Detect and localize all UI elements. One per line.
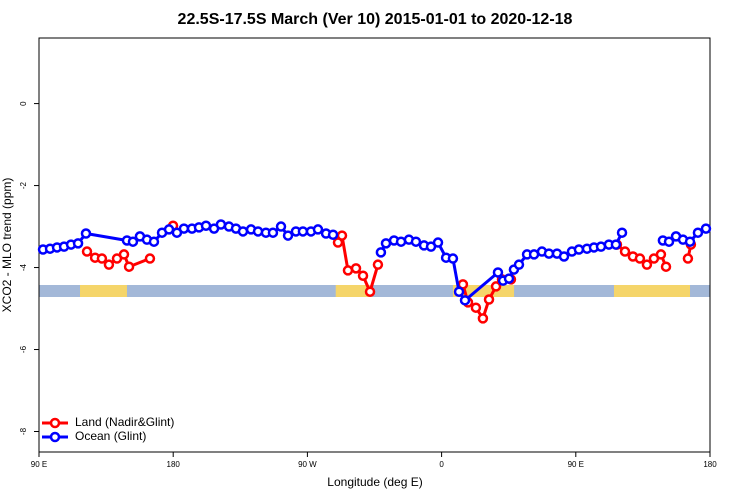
data-point (684, 236, 696, 247)
data-point (312, 224, 324, 235)
data-point (410, 236, 422, 247)
x-tick-label: 90 W (298, 460, 317, 469)
data-point (178, 223, 190, 234)
chart-title: 22.5S-17.5S March (Ver 10) 2015-01-01 to… (178, 11, 573, 28)
data-point (200, 220, 212, 231)
x-tick-label: 90 E (31, 460, 47, 469)
data-point (327, 229, 339, 241)
data-point (215, 219, 227, 230)
data-point (267, 227, 279, 238)
data-point (282, 230, 294, 241)
data-point (336, 230, 348, 241)
data-point (610, 239, 622, 250)
x-axis-label: Longitude (deg E) (327, 475, 422, 489)
y-axis-label: XCO2 - MLO trend (ppm) (0, 178, 14, 313)
data-point (558, 251, 570, 262)
x-tick-label: 90 E (568, 460, 584, 469)
data-point (660, 261, 672, 272)
data-point (543, 248, 555, 259)
data-point (447, 253, 459, 264)
data-point (297, 226, 309, 237)
data-point (490, 281, 502, 292)
data-point (470, 302, 482, 313)
data-point (477, 313, 489, 324)
data-point (357, 270, 369, 281)
land-band (80, 285, 127, 297)
data-point (144, 253, 156, 264)
data-point (641, 259, 653, 270)
legend-swatch-point (49, 431, 61, 443)
data-point (127, 236, 139, 247)
x-tick-label: 180 (167, 460, 181, 469)
data-point (148, 236, 160, 247)
data-point (682, 253, 694, 264)
data-point (72, 238, 84, 249)
data-point (503, 273, 515, 284)
data-point (118, 249, 130, 260)
data-point (372, 259, 384, 270)
data-point (123, 261, 135, 272)
x-tick-label: 0 (439, 460, 444, 469)
data-point (513, 259, 525, 270)
data-point (692, 227, 704, 238)
data-point (237, 226, 249, 237)
data-point (483, 294, 495, 305)
plot-frame (38, 37, 711, 453)
x-tick-label: 180 (703, 460, 717, 469)
data-point (350, 263, 362, 274)
data-point (634, 253, 646, 264)
data-point (459, 295, 471, 306)
legend-swatch-point (49, 417, 61, 429)
data-point (103, 259, 115, 270)
y-tick-label: -4 (19, 263, 28, 271)
data-point (375, 247, 387, 258)
legend-label: Land (Nadir&Glint) (75, 415, 174, 429)
y-tick-label: -8 (19, 427, 28, 435)
y-tick-label: -6 (19, 345, 28, 353)
data-point (492, 267, 504, 278)
y-tick-label: -2 (19, 181, 28, 189)
legend-label: Ocean (Glint) (75, 429, 146, 443)
data-point (380, 238, 392, 249)
data-point (81, 246, 93, 257)
land-band (613, 285, 691, 297)
y-tick-label: 0 (19, 101, 28, 106)
data-point (342, 265, 354, 276)
data-point (619, 246, 631, 257)
data-point (655, 249, 667, 260)
data-point (700, 223, 712, 234)
data-point (364, 286, 376, 297)
land-band (335, 285, 372, 297)
data-point (275, 221, 287, 232)
data-point (432, 237, 444, 248)
data-point (96, 253, 108, 264)
data-point (453, 286, 465, 297)
data-point (80, 228, 92, 239)
data-point (616, 227, 628, 238)
data-point (573, 244, 585, 255)
data-point (663, 236, 675, 247)
